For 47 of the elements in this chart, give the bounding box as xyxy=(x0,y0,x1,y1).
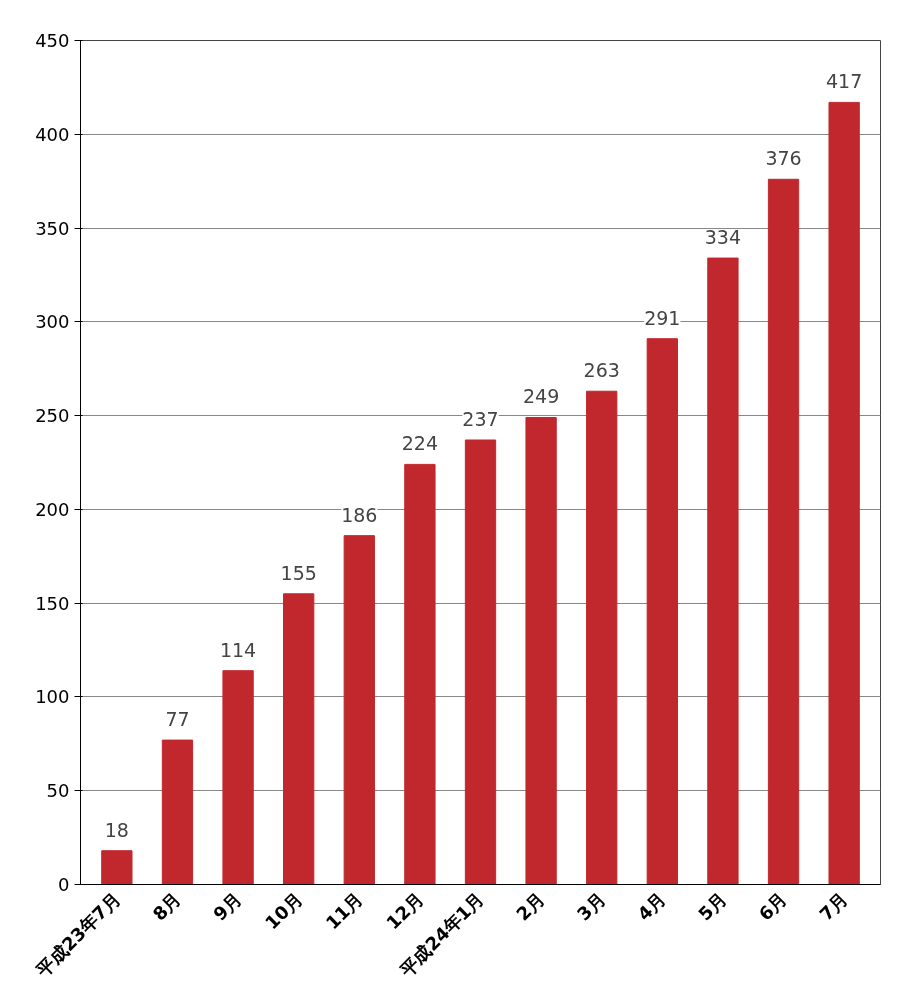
x-tick-label: 6月 xyxy=(754,888,791,925)
data-label: 237 xyxy=(462,407,499,430)
data-label: 417 xyxy=(826,70,863,93)
x-tick-label: 7月 xyxy=(815,888,852,925)
y-tick-label: 0 xyxy=(58,874,70,895)
bar xyxy=(586,390,618,885)
bar xyxy=(707,257,739,885)
data-label: 155 xyxy=(280,561,317,584)
x-tick-label: 3月 xyxy=(572,888,610,925)
y-tick-label: 150 xyxy=(35,592,70,614)
bar xyxy=(646,338,678,885)
bar xyxy=(828,101,860,885)
bar xyxy=(283,593,315,885)
data-label: 249 xyxy=(522,385,560,408)
data-label: 186 xyxy=(341,503,378,526)
data-label: 224 xyxy=(401,432,439,455)
bar xyxy=(464,439,497,885)
bar xyxy=(222,670,254,885)
x-tick-label: 4月 xyxy=(633,888,670,925)
bar xyxy=(767,178,800,885)
y-tick-label: 450 xyxy=(35,30,70,51)
data-label: 334 xyxy=(704,226,742,249)
bar xyxy=(343,535,375,885)
data-label: 114 xyxy=(219,638,257,661)
x-tick-label: 2月 xyxy=(512,888,549,925)
x-tick-label: 8月 xyxy=(148,888,185,925)
x-tick-label: 11月 xyxy=(321,888,367,934)
x-tick-label: 12月 xyxy=(382,888,428,934)
x-tick-label: 9月 xyxy=(209,888,246,925)
bar xyxy=(404,463,436,885)
y-tick-label: 350 xyxy=(35,217,70,239)
x-tick-label: 5月 xyxy=(693,888,731,925)
y-tick-label: 400 xyxy=(35,123,70,145)
data-label: 291 xyxy=(644,306,681,329)
x-tick-label: 10月 xyxy=(260,888,307,934)
bar xyxy=(101,850,133,885)
y-tick-label: 300 xyxy=(35,311,70,333)
y-tick-label: 50 xyxy=(46,780,70,802)
y-tick-label: 250 xyxy=(35,405,70,427)
data-label: 376 xyxy=(765,147,802,170)
bar xyxy=(525,416,557,885)
data-label: 77 xyxy=(165,708,190,731)
y-tick-label: 200 xyxy=(35,498,70,520)
bar xyxy=(161,739,194,885)
y-tick-label: 100 xyxy=(35,686,70,708)
data-label: 18 xyxy=(104,818,129,841)
data-label: 263 xyxy=(583,359,620,382)
